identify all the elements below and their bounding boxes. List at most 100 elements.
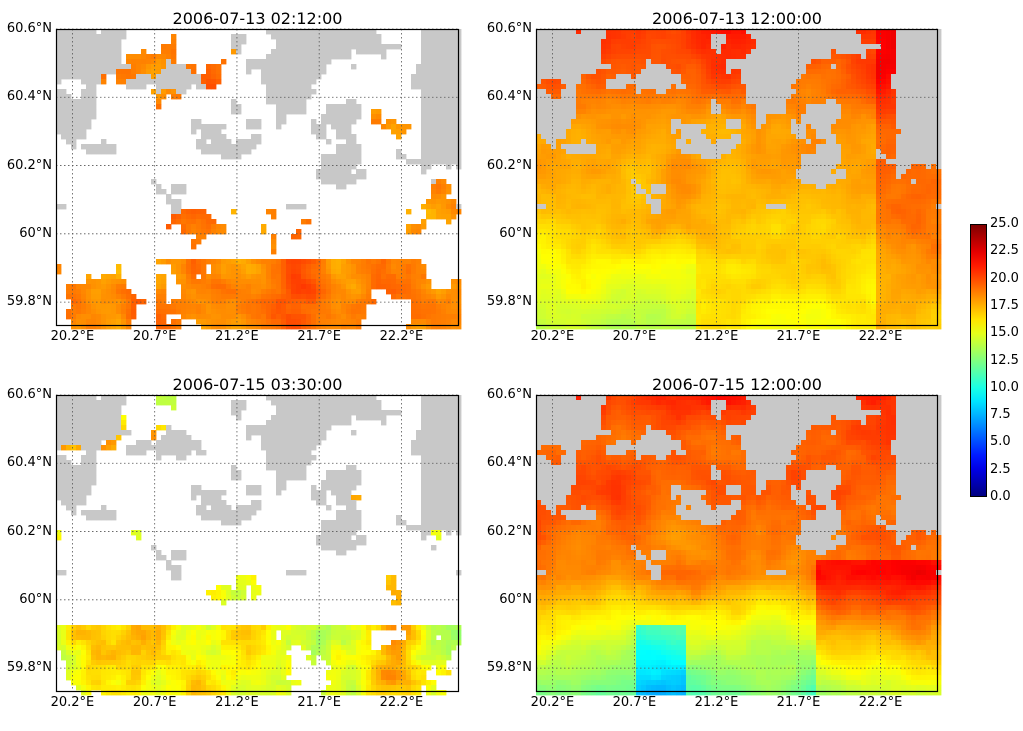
heatmap-cell [226,269,232,275]
heatmap-cell [56,49,62,55]
heatmap-cell [296,44,302,50]
heatmap-cell [901,119,907,125]
heatmap-cell [791,84,797,90]
heatmap-cell [741,129,747,135]
heatmap-cell [721,34,727,40]
heatmap-cell [246,149,252,155]
heatmap-cell [916,174,922,180]
heatmap-cell [321,319,327,325]
heatmap-cell [116,319,122,325]
heatmap-cell [186,209,192,215]
heatmap-cell [281,49,287,55]
heatmap-cell [901,94,907,100]
heatmap-cell [636,124,642,130]
heatmap-cell [591,174,597,180]
heatmap-cell [676,139,682,145]
heatmap-cell [576,94,582,100]
heatmap-cell [701,119,707,125]
heatmap-cell [316,69,322,75]
heatmap-cell [611,74,617,80]
heatmap-cell [71,144,77,150]
heatmap-cell [551,129,557,135]
heatmap-cell [536,159,542,165]
heatmap-cell [881,94,887,100]
heatmap-cell [596,69,602,75]
heatmap-cell [181,229,187,235]
heatmap-cell [721,44,727,50]
heatmap-cell [66,64,72,70]
heatmap-cell [181,264,187,270]
heatmap-cell [636,164,642,170]
heatmap-cell [581,79,587,85]
heatmap-cell [631,34,637,40]
heatmap-cell [186,219,192,225]
heatmap-cell [181,79,187,85]
heatmap-cell [86,74,92,80]
heatmap-cell [571,209,577,215]
heatmap-cell [341,109,347,115]
heatmap-cell [581,59,587,65]
heatmap-cell [611,89,617,95]
heatmap-cell [701,84,707,90]
heatmap-cell [261,74,267,80]
heatmap-cell [591,154,597,160]
heatmap-cell [161,54,167,60]
heatmap-cell [91,319,97,325]
heatmap-cell [321,54,327,60]
heatmap-cell [411,294,417,300]
heatmap-cell [886,184,892,190]
heatmap-cell [856,74,862,80]
heatmap-cell [821,174,827,180]
heatmap-cell [576,164,582,170]
heatmap-cell [666,204,672,210]
heatmap-cell [81,284,87,290]
heatmap-cell [551,124,557,130]
heatmap-cell [331,309,337,315]
heatmap-cell [331,54,337,60]
heatmap-cell [571,164,577,170]
heatmap-cell [746,199,752,205]
heatmap-cell [791,64,797,70]
heatmap-cell [221,304,227,310]
heatmap-cell [206,294,212,300]
heatmap-cell [411,79,417,85]
heatmap-cell [746,49,752,55]
heatmap-cell [576,179,582,185]
heatmap-cell [226,309,232,315]
heatmap-cell [541,179,547,185]
heatmap-cell [126,324,132,330]
heatmap-cell [606,189,612,195]
heatmap-cell [571,159,577,165]
heatmap-cell [791,179,797,185]
heatmap-cell [281,314,287,320]
heatmap-cell [671,84,677,90]
heatmap-cell [926,119,932,125]
heatmap-cell [776,34,782,40]
heatmap-cell [886,49,892,55]
heatmap-cell [936,139,942,145]
heatmap-cell [246,259,252,265]
heatmap-cell [791,119,797,125]
heatmap-cell [306,294,312,300]
heatmap-cell [801,114,807,120]
heatmap-cell [536,119,542,125]
heatmap-cell [651,199,657,205]
heatmap-cell [86,284,92,290]
heatmap-cell [286,259,292,265]
heatmap-cell [786,44,792,50]
heatmap-cell [606,109,612,115]
heatmap-cell [836,144,842,150]
heatmap-cell [406,264,412,270]
heatmap-cell [326,44,332,50]
heatmap-cell [876,29,882,35]
heatmap-cell [61,29,67,35]
heatmap-cell [306,74,312,80]
heatmap-cell [691,109,697,115]
heatmap-cell [316,49,322,55]
heatmap-cell [586,44,592,50]
heatmap-cell [936,89,942,95]
heatmap-cell [156,89,162,95]
heatmap-cell [691,84,697,90]
heatmap-cell [266,259,272,265]
heatmap-cell [746,54,752,60]
